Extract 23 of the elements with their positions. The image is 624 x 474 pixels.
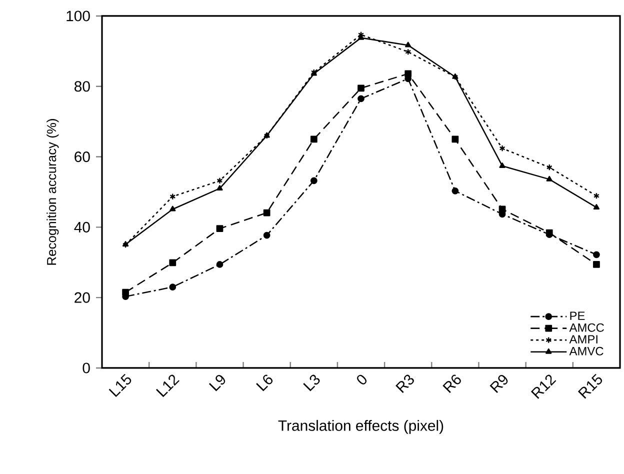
y-tick-label: 40	[74, 222, 90, 232]
legend-label: AMCC	[569, 323, 604, 332]
y-axis-title: Recognition accuracy (%)	[46, 119, 59, 265]
x-tick-label: L12	[156, 374, 180, 398]
legend-label: PE	[570, 312, 585, 320]
y-tick-label: 100	[66, 10, 90, 22]
x-axis-title: Translation effects (pixel)	[278, 420, 444, 434]
x-tick-label: R6	[442, 374, 461, 393]
y-tick-label: 20	[74, 292, 90, 303]
y-tick-label: 60	[74, 151, 90, 162]
x-tick-label: R12	[530, 374, 556, 399]
legend-label: AMVC	[569, 346, 604, 356]
x-tick-label: R9	[490, 374, 508, 393]
x-tick-label: L9	[208, 374, 226, 392]
y-tick-label: 80	[74, 81, 90, 92]
x-tick-label: R3	[396, 374, 414, 393]
x-tick-label: R15	[578, 374, 602, 399]
x-tick-label: L6	[256, 374, 273, 392]
x-tick-label: L3	[303, 374, 320, 392]
x-tick-label: 0	[357, 374, 367, 384]
x-tick-label: L15	[108, 374, 132, 398]
y-tick-label: 0	[82, 362, 90, 374]
legend-label: AMPI	[569, 335, 598, 344]
